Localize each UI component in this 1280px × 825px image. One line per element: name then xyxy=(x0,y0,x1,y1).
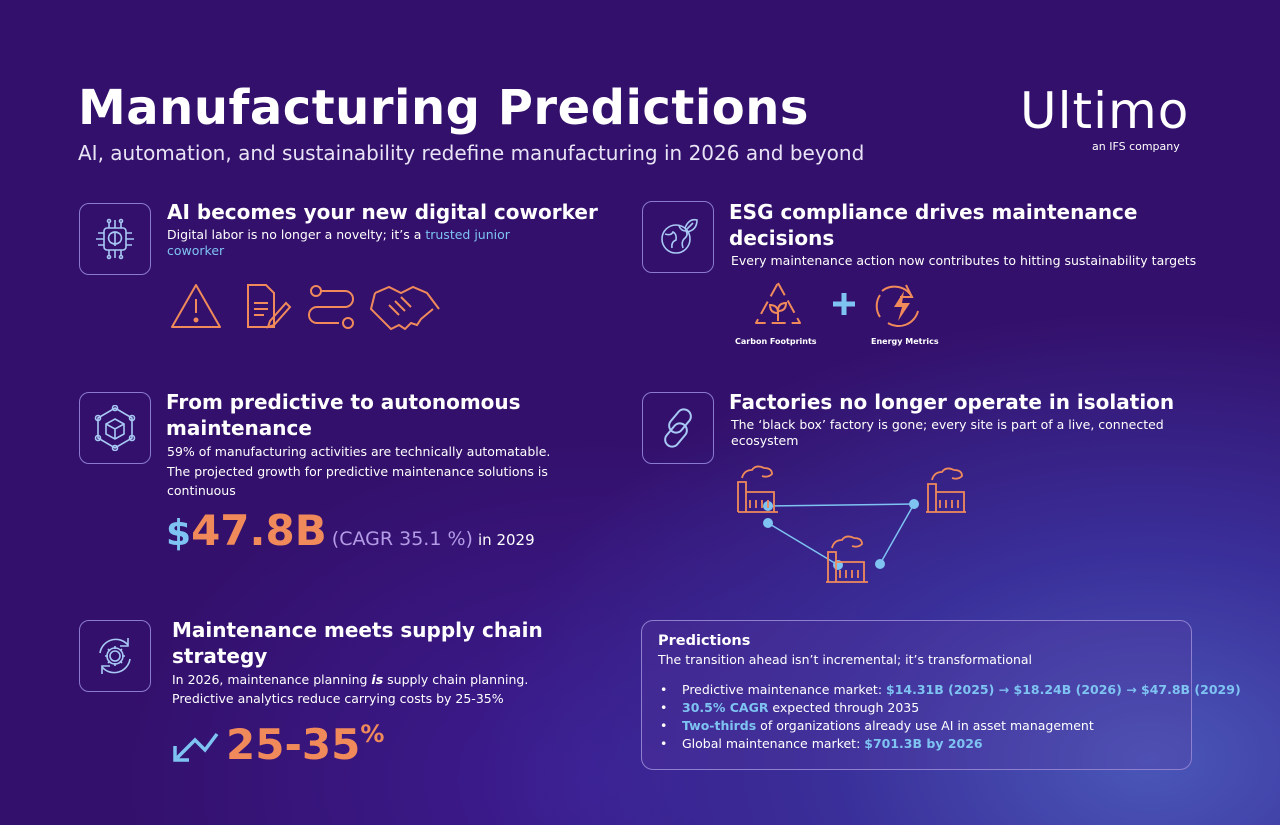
energy-metrics-label: Energy Metrics xyxy=(871,337,939,346)
esg-icons xyxy=(755,282,919,328)
stat-currency: $ xyxy=(166,513,192,554)
ultimo-logo: Ultimo xyxy=(1020,82,1190,140)
factory-icon-3 xyxy=(826,535,868,583)
page-title: Manufacturing Predictions xyxy=(78,80,809,136)
recycle-sprout-icon xyxy=(755,282,801,324)
prediction-item: Two-thirds of organizations already use … xyxy=(658,717,1241,735)
trend-down-icon xyxy=(173,732,219,762)
stat-year: in 2029 xyxy=(478,531,535,549)
supply-stat: 25-35% xyxy=(226,720,384,769)
globe-leaf-icon xyxy=(642,201,714,273)
logo-tagline: an IFS company xyxy=(1092,140,1180,153)
predictions-card: Predictions The transition ahead isn’t i… xyxy=(641,620,1241,770)
gear-cycle-icon xyxy=(79,620,151,692)
factories-heading: Factories no longer operate in isolation xyxy=(729,390,1175,414)
supply-text-1: In 2026, maintenance planning is supply … xyxy=(172,672,529,687)
stat-cagr: (CAGR 35.1 %) xyxy=(331,528,473,550)
chain-link-icon xyxy=(642,392,714,464)
supply-stat-unit: % xyxy=(360,720,385,748)
autonomous-text-1: 59% of manufacturing activities are tech… xyxy=(167,444,551,459)
ai-task-icons xyxy=(171,284,440,331)
stat-value: 47.8B xyxy=(191,506,327,555)
warning-icon xyxy=(171,284,221,328)
autonomous-stat: $47.8B (CAGR 35.1 %) in 2029 xyxy=(166,506,535,555)
workflow-path-icon xyxy=(308,285,354,329)
document-edit-icon xyxy=(247,284,292,329)
prediction-item: 30.5% CAGR expected through 2035 xyxy=(658,699,1241,717)
carbon-footprints-label: Carbon Footprints xyxy=(735,337,817,346)
predictions-list: Predictive maintenance market: $14.31B (… xyxy=(658,681,1241,753)
prediction-item: Global maintenance market: $701.3B by 20… xyxy=(658,735,1241,753)
prediction-item: Predictive maintenance market: $14.31B (… xyxy=(658,681,1241,699)
predictions-title: Predictions xyxy=(658,633,751,649)
ai-text: Digital labor is no longer a novelty; it… xyxy=(167,227,510,258)
esg-heading: ESG compliance drives maintenance decisi… xyxy=(729,200,1138,250)
factories-text: The ‘black box’ factory is gone; every s… xyxy=(731,417,1164,448)
plus-icon xyxy=(833,293,855,315)
supply-stat-value: 25-35 xyxy=(226,720,361,769)
cube-network-icon xyxy=(79,392,151,464)
predictions-subtitle: The transition ahead isn’t incremental; … xyxy=(658,652,1033,667)
ai-heading: AI becomes your new digital coworker xyxy=(167,200,598,224)
ai-highlight: trusted junior coworker xyxy=(167,227,510,258)
page-subtitle: AI, automation, and sustainability redef… xyxy=(78,141,865,165)
autonomous-text-2: The projected growth for predictive main… xyxy=(167,464,548,498)
factory-icon-1 xyxy=(737,465,778,513)
handshake-icon xyxy=(369,285,440,331)
supply-text-2: Predictive analytics reduce carrying cos… xyxy=(172,691,504,706)
ai-brain-chip-icon xyxy=(79,203,151,275)
autonomous-heading: From predictive to autonomous maintenanc… xyxy=(166,390,521,440)
factory-icon-2 xyxy=(926,467,966,513)
esg-text: Every maintenance action now contributes… xyxy=(731,253,1197,268)
energy-cycle-icon xyxy=(875,284,919,328)
supply-heading: Maintenance meets supply chain strategy xyxy=(172,618,543,668)
factory-network-diagram xyxy=(737,465,966,583)
